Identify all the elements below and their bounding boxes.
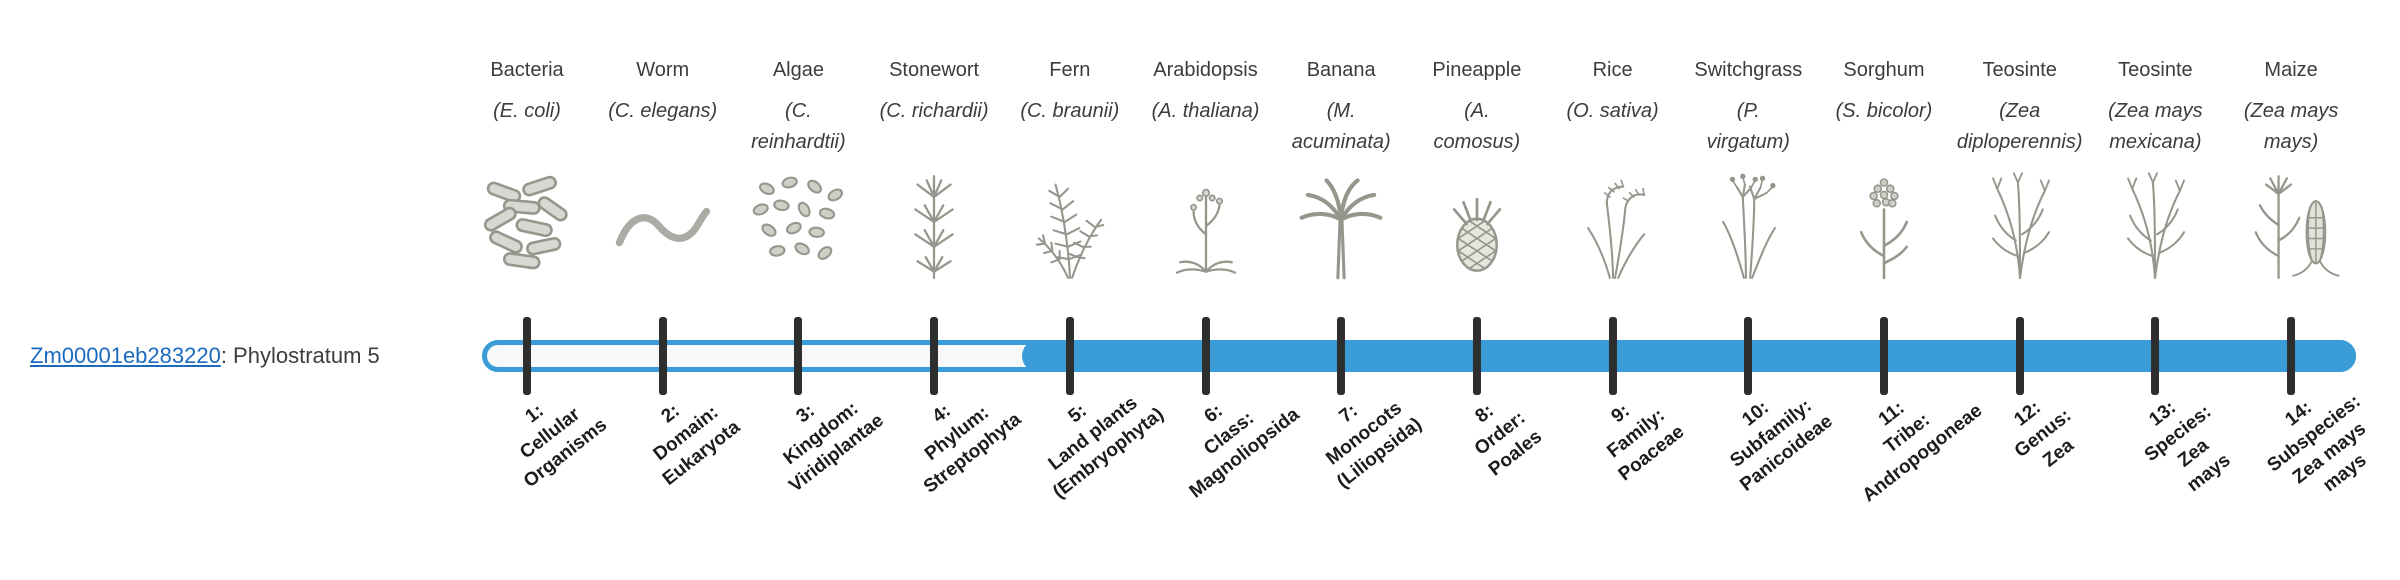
pineapple-icon (1417, 168, 1537, 282)
gene-phylostratum-text: : Phylostratum 5 (220, 343, 380, 368)
taxon-scientific-name: (M. acuminata) (1291, 100, 1391, 153)
taxon-column: Bacteria (E. coli) 1: Cellular Organisms (452, 0, 611, 580)
taxon-scientific-name: (C. richardii) (879, 100, 989, 122)
taxon-column: Worm (C. elegans) 2: Domain: Eukaryota (588, 0, 744, 580)
gene-id-link[interactable]: Zm00001eb283220 (30, 343, 221, 368)
teosinte-icon (1960, 168, 2080, 282)
taxon-common-name: Pineapple (1432, 59, 1522, 81)
taxon-common-name: Switchgrass (1694, 59, 1803, 81)
rice-icon (1553, 168, 1673, 282)
banana-icon (1281, 168, 1401, 282)
switchgrass-icon (1688, 168, 1808, 282)
taxon-scientific-name: (S. bicolor) (1835, 100, 1933, 122)
taxon-column: Teosinte (Zea mays mexicana) 13: Species… (2080, 0, 2235, 580)
phylostratum-tick (1337, 317, 1346, 395)
phylostratum-tick (2015, 317, 2024, 395)
taxon-common-name: Fern (1049, 59, 1091, 81)
taxon-common-name: Banana (1306, 59, 1376, 81)
phylostratum-tick (2287, 317, 2296, 395)
taxon-column: Rice (O. sativa) 9: Family: Poaceae (1538, 0, 1688, 580)
taxon-column: Algae (C. reinhardtii) 3: Kingdom: Virid… (723, 0, 888, 580)
taxon-column: Arabidopsis (A. thaliana) 6: Class: Magn… (1131, 0, 1303, 580)
taxon-scientific-name: (Zea mays mays) (2243, 100, 2339, 153)
taxon-scientific-name: (Zea diploperennis) (1956, 100, 2083, 153)
phylostrata-bar-fill (1021, 340, 2356, 372)
taxon-common-name: Arabidopsis (1153, 59, 1258, 81)
taxon-column: Fern (C. braunii) 5: Land plants (Embryo… (995, 0, 1167, 580)
sorghum-icon (1824, 168, 1944, 282)
taxon-scientific-name: (P. virgatum) (1706, 100, 1790, 153)
phylostratum-tick (1608, 317, 1617, 395)
taxon-scientific-name: (Zea mays mexicana) (2108, 100, 2203, 153)
taxon-common-name: Stonewort (889, 59, 980, 81)
taxon-scientific-name: (E. coli) (493, 100, 561, 122)
algae-icon (738, 168, 858, 282)
taxon-common-name: Algae (772, 59, 824, 81)
taxon-scientific-name: (A. thaliana) (1151, 100, 1260, 122)
taxon-common-name: Rice (1592, 59, 1633, 81)
maize-icon (2231, 168, 2351, 282)
phylostratum-tick (1201, 317, 1210, 395)
fern-icon (1010, 168, 1130, 282)
arabidopsis-icon (1146, 168, 1266, 282)
taxon-scientific-name: (C. elegans) (608, 100, 718, 122)
taxon-column: Sorghum (S. bicolor) 11: Tribe: Andropog… (1809, 0, 1987, 580)
taxon-common-name: Maize (2264, 59, 2318, 81)
taxon-common-name: Teosinte (1982, 59, 2057, 81)
taxon-column: Stonewort (C. richardii) 4: Phylum: Stre… (859, 0, 1026, 580)
phylostratum-tick (1065, 317, 1074, 395)
stonewort-icon (874, 168, 994, 282)
taxon-column: Banana (M. acuminata) 7: Monocots (Lilio… (1266, 0, 1426, 580)
bacteria-icon (467, 168, 587, 282)
phylostratum-tick (930, 317, 939, 395)
taxon-column: Pineapple (A. comosus) 8: Order: Poales (1402, 0, 1552, 580)
phylostratum-tick (1880, 317, 1888, 395)
phylostratum-tick (1744, 317, 1753, 395)
taxon-scientific-name: (A. comosus) (1433, 100, 1521, 153)
taxon-scientific-name: (C. braunii) (1020, 100, 1120, 122)
taxon-column: Teosinte (Zea diploperennis) 12: Genus: … (1945, 0, 2095, 580)
taxon-common-name: Bacteria (490, 59, 564, 81)
phylostratum-tick (794, 317, 803, 395)
taxon-column: Maize (Zea mays mays) 14: Subspecies: Ze… (2216, 0, 2371, 580)
taxon-scientific-name: (O. sativa) (1566, 100, 1659, 122)
phylostratum-tick (523, 317, 531, 395)
phylostratum-tick (2151, 317, 2160, 395)
taxon-common-name: Teosinte (2118, 59, 2193, 81)
phylostratum-label: 8: Order: Poales (1470, 400, 1547, 481)
phylostratum-label: 12: Genus: Zea (2010, 397, 2078, 472)
worm-icon (603, 168, 723, 282)
taxon-common-name: Sorghum (1843, 59, 1925, 81)
taxon-column: Switchgrass (P. virgatum) 10: Subfamily:… (1673, 0, 1837, 580)
taxon-scientific-name: (C. reinhardtii) (751, 100, 846, 153)
gene-label: Zm00001eb283220: Phylostratum 5 (30, 343, 380, 369)
phylostratum-tick (658, 317, 667, 395)
phylostratum-label: 14: Subspecies: Zea mays mays (2263, 390, 2371, 497)
taxon-common-name: Worm (636, 59, 690, 81)
teosinte-icon (2095, 168, 2215, 282)
phylostratum-tick (1472, 317, 1481, 395)
